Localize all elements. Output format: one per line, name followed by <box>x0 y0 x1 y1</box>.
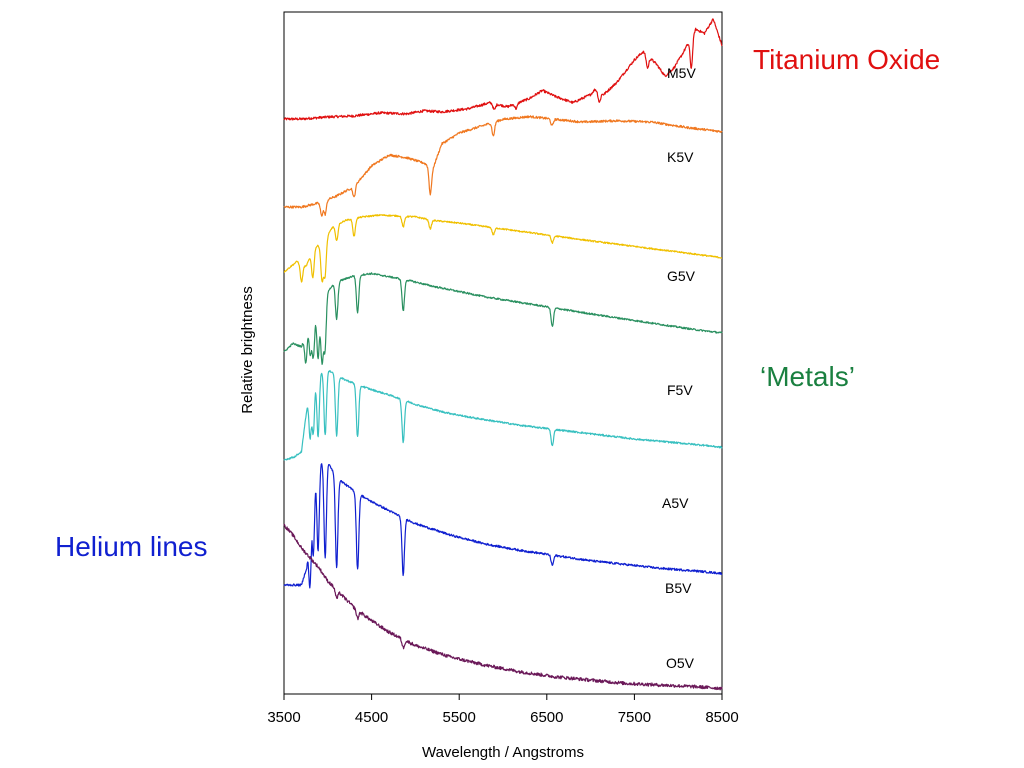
x-tick-label: 6500 <box>530 709 563 726</box>
annotation-helium-lines: Helium lines <box>55 531 208 562</box>
series-label-a5v: A5V <box>662 495 689 511</box>
series-label-g5v: G5V <box>667 268 696 284</box>
series-line-a5v <box>283 369 723 461</box>
series-label-k5v: K5V <box>667 149 694 165</box>
x-tick-label: 5500 <box>443 709 476 726</box>
x-tick-label: 3500 <box>267 709 300 726</box>
series-line-m5v <box>283 18 723 121</box>
series-label-m5v: M5V <box>667 65 696 81</box>
annotation-metals: ‘Metals’ <box>760 361 855 392</box>
series-line-k5v <box>283 115 723 217</box>
x-axis-label: Wavelength / Angstroms <box>422 744 584 761</box>
x-tick-label: 7500 <box>618 709 651 726</box>
annotation-titanium-oxide: Titanium Oxide <box>753 44 941 75</box>
x-tick-label: 8500 <box>705 709 738 726</box>
series-line-f5v <box>283 272 723 365</box>
y-axis-label: Relative brightness <box>239 286 256 414</box>
x-axis-ticks: 3500 4500 5500 6500 7500 8500 <box>267 694 739 726</box>
series-line-b5v <box>283 463 723 589</box>
series-label-b5v: B5V <box>665 580 692 596</box>
series-layer: M5V K5V G5V F5V A5V B5V O5V <box>283 18 723 691</box>
series-label-f5v: F5V <box>667 382 693 398</box>
series-label-o5v: O5V <box>666 655 695 671</box>
series-line-o5v <box>283 523 723 691</box>
series-line-g5v <box>283 213 723 283</box>
plot-frame <box>283 11 723 695</box>
x-tick-label: 4500 <box>355 709 388 726</box>
